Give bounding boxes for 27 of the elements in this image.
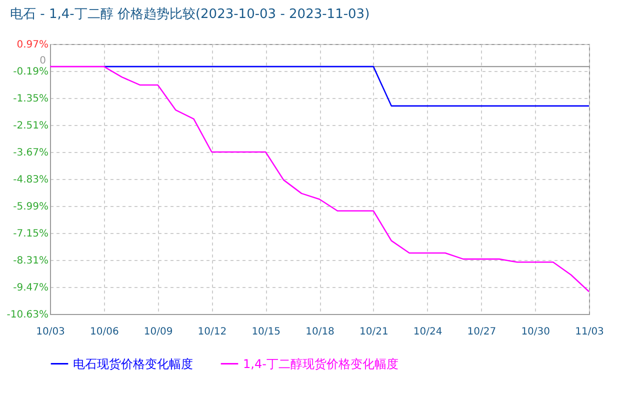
x-tick-label: 10/21 <box>359 326 388 338</box>
y-tick-label: -8.31% <box>13 256 48 266</box>
x-tick-label: 10/27 <box>467 326 496 338</box>
y-tick-label: -2.51% <box>13 120 48 132</box>
x-tick-label: 10/18 <box>306 326 334 338</box>
ref-line-label: 0 <box>40 56 46 67</box>
y-tick-label: -4.83% <box>13 174 48 186</box>
x-tick-label: 11/03 <box>575 326 604 338</box>
y-tick-label: -0.19% <box>13 66 48 78</box>
y-tick-label: -1.35% <box>13 94 48 104</box>
line-series <box>49 66 590 292</box>
x-tick-label: 10/03 <box>36 326 65 338</box>
chart-title: 电石 - 1,4-丁二醇 价格趋势比较(2023-10-03 - 2023-11-03) <box>10 7 370 22</box>
legend-label: 1,4-丁二醇现货价格变化幅度 <box>243 356 398 371</box>
x-tick-label: 10/09 <box>144 326 173 338</box>
y-tick-label: -9.47% <box>13 282 48 294</box>
x-tick-label: 10/24 <box>413 326 442 338</box>
x-tick-label: 10/15 <box>252 326 281 338</box>
x-tick-label: 10/12 <box>198 326 227 338</box>
y-tick-label: -3.67% <box>13 148 48 158</box>
x-tick-label: 10/06 <box>90 326 119 338</box>
y-tick-label: -10.63% <box>6 310 48 320</box>
x-tick-label: 10/30 <box>521 326 550 338</box>
y-tick-label: -7.15% <box>13 228 48 240</box>
y-tick-label: -5.99% <box>13 202 48 212</box>
legend-label: 电石现货价格变化幅度 <box>73 356 193 371</box>
y-tick-label: 0.97% <box>16 40 48 50</box>
